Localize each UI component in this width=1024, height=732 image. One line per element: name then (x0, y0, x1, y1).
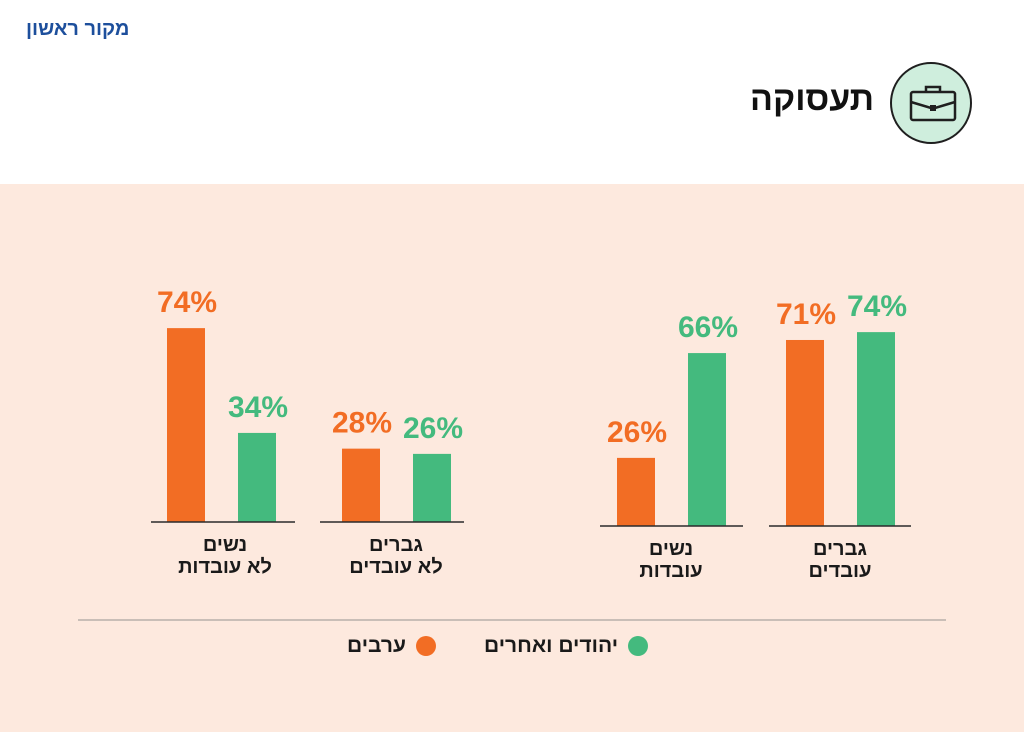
bar-jews-others (857, 332, 895, 526)
category-label: נשים (203, 534, 247, 556)
bar-arabs (167, 328, 205, 522)
data-label-arabs: 74% (157, 286, 217, 319)
legend-dot-orange (415, 636, 436, 656)
data-label-jews-others: 34% (228, 391, 288, 424)
legend-dot-green (628, 636, 649, 656)
bar-arabs (786, 339, 824, 526)
page-title: תעסוקה (750, 80, 874, 118)
data-label-arabs: 71% (776, 298, 836, 331)
legend-label: יהודים ואחרים (484, 634, 619, 657)
category-label: לא עובדים (349, 556, 443, 578)
category-label: גברים (369, 534, 423, 556)
legend-item-arabs: ערבים (347, 633, 436, 659)
category-label: גברים (813, 538, 867, 560)
category-label: נשים (649, 538, 693, 560)
category-label: עובדות (639, 560, 702, 582)
legend-label: ערבים (347, 634, 406, 657)
data-label-jews-others: 26% (403, 412, 463, 445)
data-label-arabs: 26% (607, 416, 667, 449)
data-label-jews-others: 66% (678, 311, 738, 344)
bar-jews-others (688, 353, 726, 526)
legend-item-jews-others: יהודים ואחרים (484, 633, 649, 659)
bar-jews-others (238, 432, 276, 522)
bar-jews-others (413, 453, 451, 522)
data-label-jews-others: 74% (847, 290, 907, 323)
data-label-arabs: 28% (332, 407, 392, 440)
bar-arabs (342, 448, 380, 522)
category-label: עובדים (809, 560, 872, 582)
category-label: לא עובדות (178, 556, 272, 578)
briefcase-icon (890, 62, 972, 144)
bar-arabs (617, 457, 655, 526)
brand-logo: מקור ראשון (26, 18, 130, 40)
